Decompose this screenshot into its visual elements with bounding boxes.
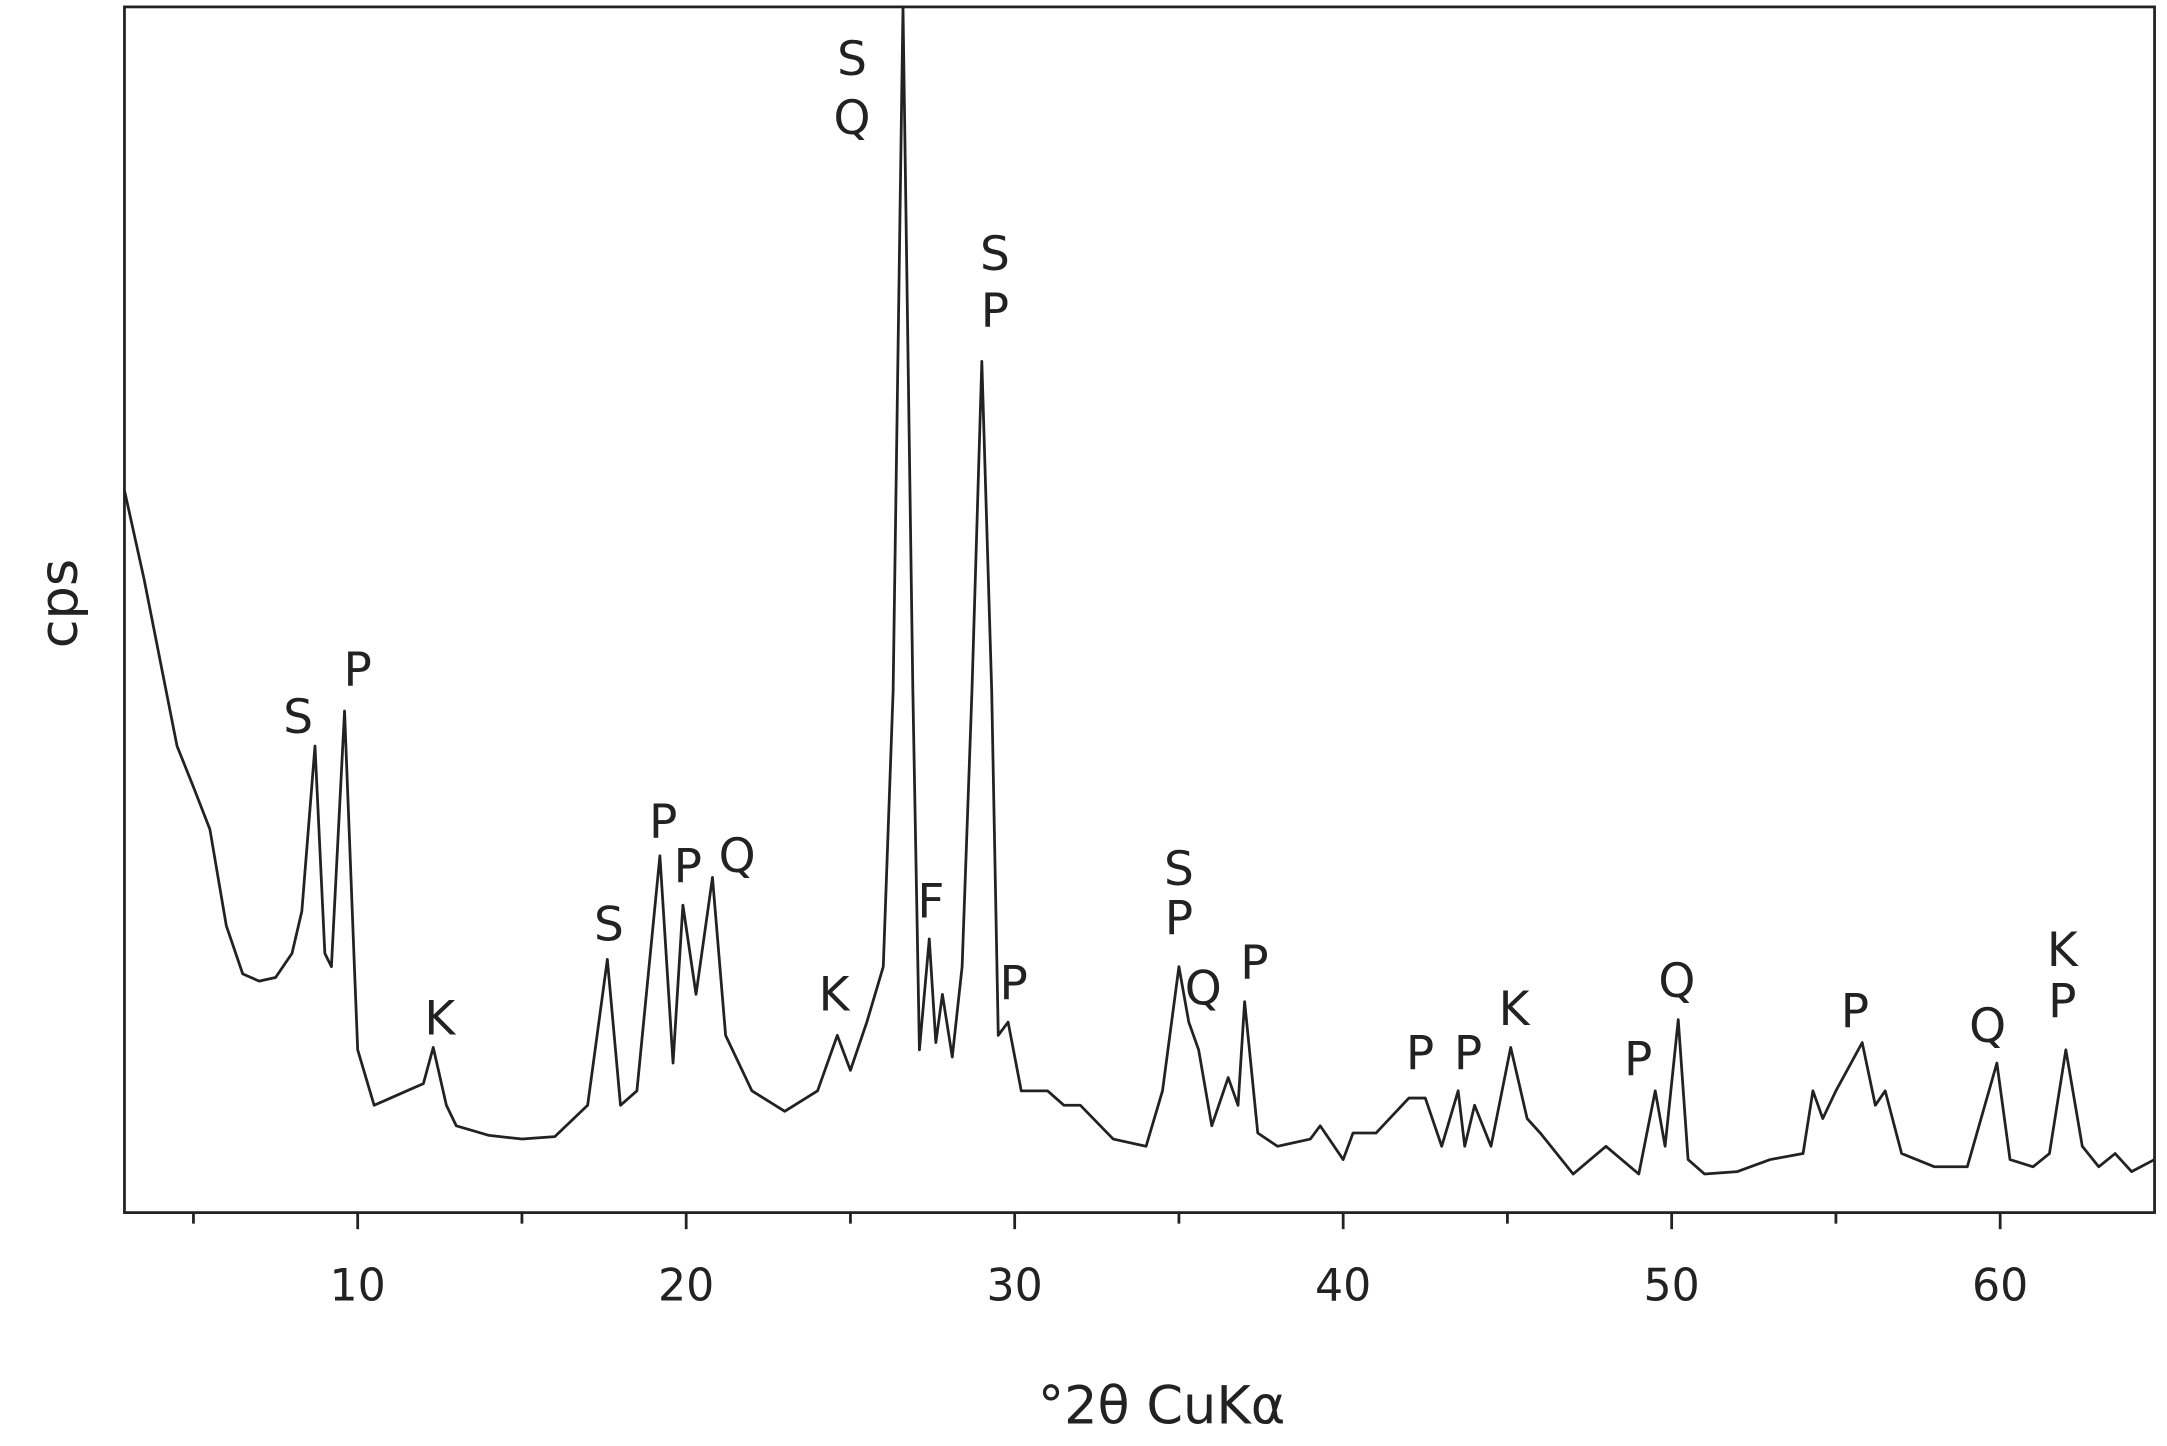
peak-label: P [1165, 892, 1193, 947]
peak-label: S [980, 227, 1010, 282]
peak-label: P [1454, 1027, 1482, 1082]
peak-label: S [1164, 842, 1194, 897]
peak-label: S [594, 898, 624, 953]
x-axis-label: °2θ CuKα [1038, 1375, 1286, 1436]
peak-label: Q [1185, 961, 1222, 1016]
peak-label: Q [719, 829, 756, 884]
peak-label: P [1000, 957, 1028, 1012]
x-tick-label: 30 [987, 1261, 1043, 1312]
x-tick-label: 60 [1972, 1261, 2028, 1312]
y-axis-label: cps [29, 559, 90, 648]
spectrum-line [123, 5, 2156, 1176]
peak-label: S [283, 690, 313, 745]
peak-label: F [917, 875, 944, 930]
peak-label: P [1240, 936, 1268, 991]
x-tick-label: 50 [1644, 1261, 1700, 1312]
x-tick-label: 20 [658, 1261, 714, 1312]
peak-label: P [649, 795, 677, 850]
peak-label: K [1499, 982, 1531, 1037]
peak-label: P [981, 284, 1009, 339]
peak-label: P [674, 840, 702, 895]
peak-label: K [819, 968, 851, 1023]
peak-label: K [2047, 923, 2079, 978]
peak-label: P [1624, 1033, 1652, 1088]
peak-label: Q [1658, 954, 1695, 1009]
peak-label: S [837, 32, 867, 87]
peak-label: Q [834, 91, 871, 146]
x-tick-label: 10 [330, 1261, 386, 1312]
x-tick-label: 40 [1315, 1261, 1371, 1312]
peak-label: P [1406, 1027, 1434, 1082]
peak-label: P [344, 643, 372, 698]
peak-label: P [1841, 984, 1869, 1039]
peak-label: Q [1969, 999, 2006, 1054]
peak-label: P [2048, 975, 2076, 1030]
peak-label: K [424, 992, 456, 1047]
plot-frame [123, 5, 2156, 1214]
